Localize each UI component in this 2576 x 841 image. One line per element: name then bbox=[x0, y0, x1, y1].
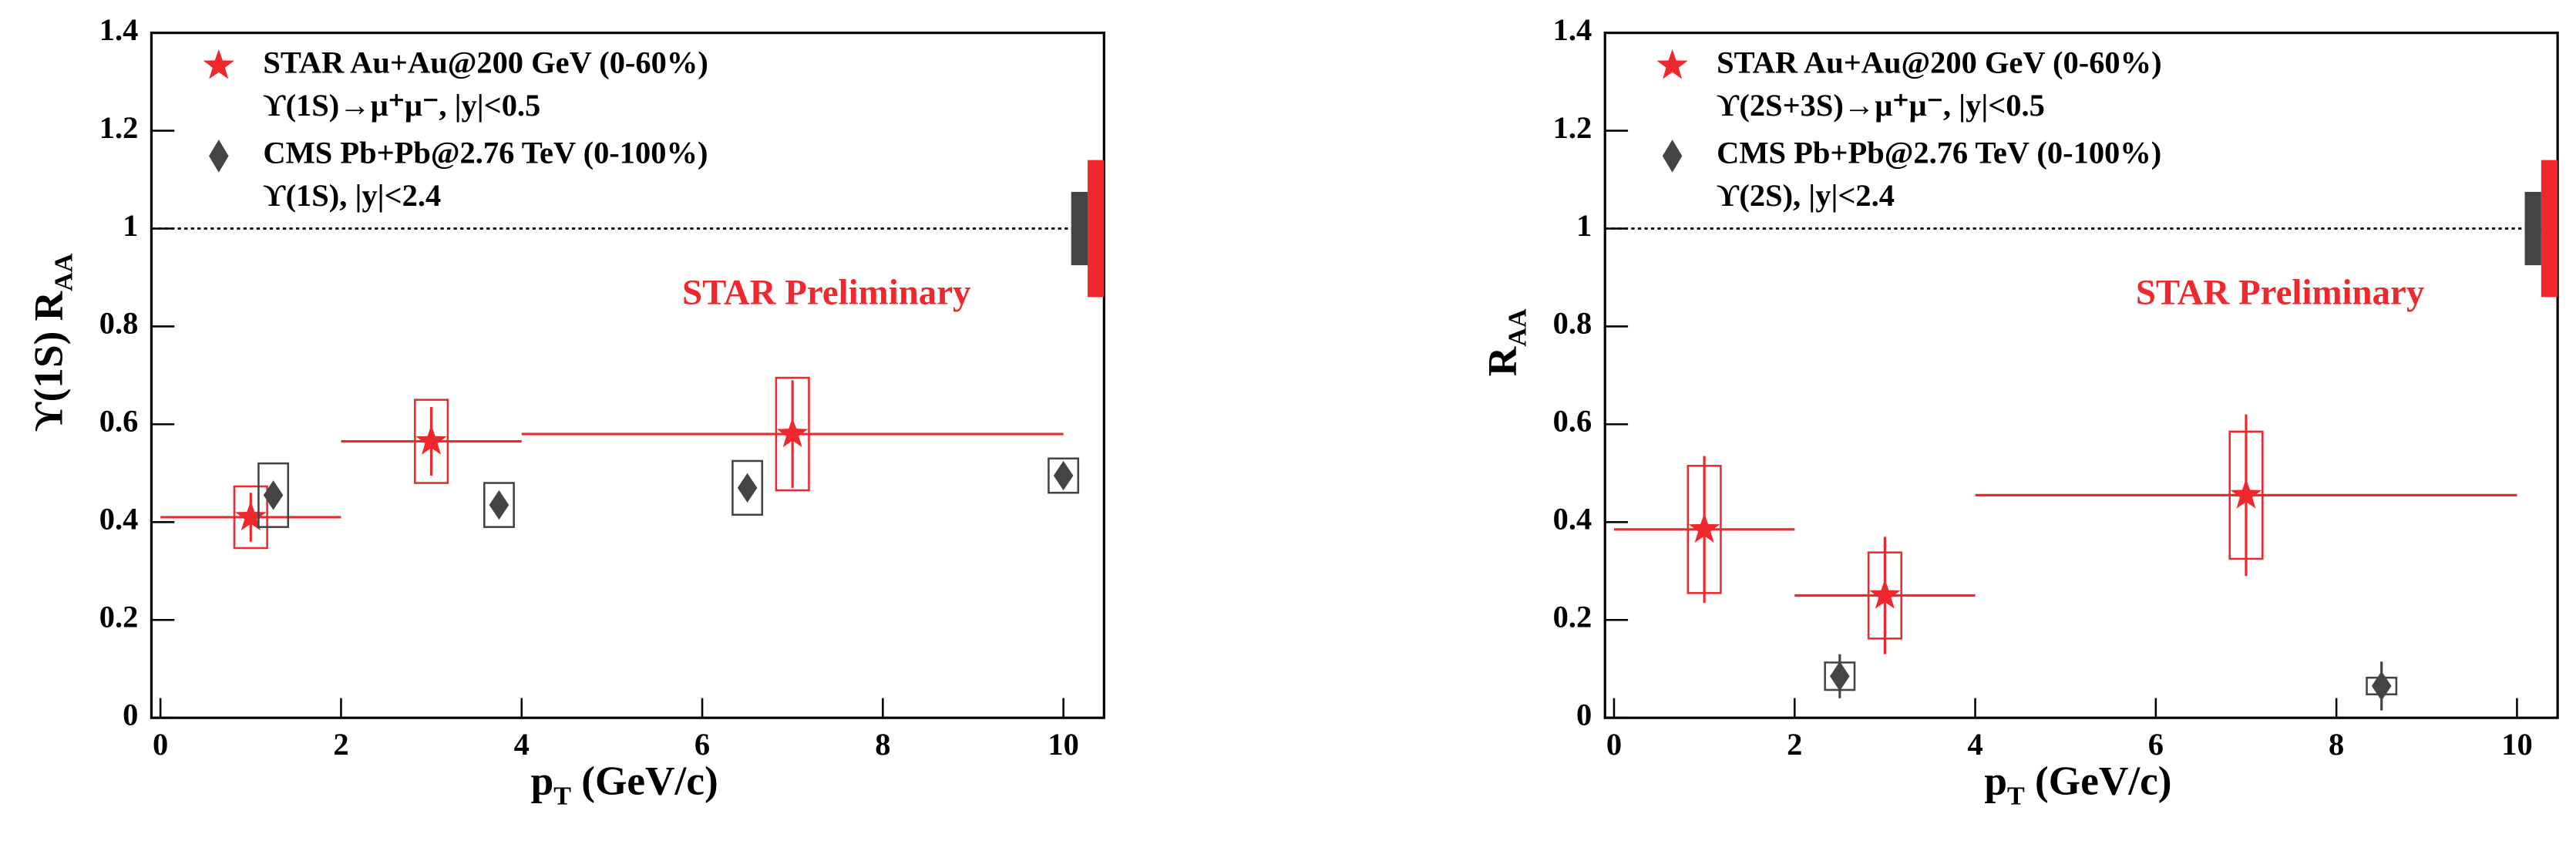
data-point bbox=[1688, 513, 1720, 543]
y-axis-title-main: R bbox=[1480, 346, 1525, 376]
y-axis-title-main: ϒ(1S) R bbox=[26, 291, 72, 432]
data-point bbox=[1869, 579, 1901, 609]
x-tick-label: 2 bbox=[333, 727, 348, 762]
x-tick-label: 8 bbox=[875, 727, 890, 762]
data-point bbox=[1053, 460, 1074, 491]
y-tick-label: 1 bbox=[123, 208, 138, 243]
legend-detail: ϒ(2S), |y|<2.4 bbox=[1717, 178, 1895, 213]
y-tick-label: 1.4 bbox=[99, 12, 139, 47]
x-tick-label: 8 bbox=[2329, 727, 2344, 762]
x-axis-title-unit: (GeV/c) bbox=[571, 759, 718, 804]
x-axis-title: pT (GeV/c) bbox=[1984, 759, 2171, 811]
global-uncertainty bbox=[2541, 160, 2558, 298]
systematic-box bbox=[483, 482, 515, 528]
y-tick-label: 0 bbox=[123, 697, 138, 732]
legend-label: STAR Au+Au@200 GeV (0-60%) bbox=[263, 45, 708, 80]
x-axis-title-main: p bbox=[1984, 759, 2007, 804]
legend-detail: ϒ(1S)→μ⁺μ⁻, |y|<0.5 bbox=[263, 88, 540, 123]
y-axis-title-sub: AA bbox=[1503, 308, 1532, 347]
x-axis-title-unit: (GeV/c) bbox=[2025, 759, 2172, 804]
x-tick-label: 0 bbox=[1606, 727, 1622, 762]
y-tick-label: 0.6 bbox=[99, 404, 139, 439]
y-tick-label: 0.6 bbox=[1553, 404, 1592, 439]
legend-label: CMS Pb+Pb@2.76 TeV (0-100%) bbox=[1717, 136, 2161, 170]
legend-marker bbox=[1662, 140, 1683, 173]
data-point bbox=[415, 425, 447, 455]
data-point bbox=[2371, 671, 2392, 701]
systematic-box bbox=[257, 462, 290, 528]
chart: 0 2 4 6 8 10 0 0.2 0.4 0.6 0.8 1 1.2 1.4 pT (GeV/c) ϒ(1… bbox=[26, 12, 1105, 811]
x-tick-label: 10 bbox=[1048, 727, 1078, 762]
y-tick-label: 0.8 bbox=[1553, 306, 1592, 341]
y-tick-label: 0 bbox=[1576, 697, 1592, 732]
x-tick-label: 4 bbox=[1967, 727, 1982, 762]
plot-frame bbox=[1603, 32, 2559, 719]
x-axis-title-sub: T bbox=[2007, 782, 2025, 810]
legend-detail: ϒ(1S), |y|<2.4 bbox=[263, 178, 441, 213]
annotation: STAR Preliminary bbox=[682, 272, 970, 312]
legend-label: CMS Pb+Pb@2.76 TeV (0-100%) bbox=[263, 136, 708, 170]
legend-detail: ϒ(2S+3S)→μ⁺μ⁻, |y|<0.5 bbox=[1717, 88, 2045, 123]
global-uncertainty bbox=[1088, 160, 1105, 298]
x-axis-title-sub: T bbox=[553, 782, 571, 810]
legend-marker bbox=[209, 140, 229, 173]
y-tick-label: 0.2 bbox=[1553, 600, 1592, 634]
y-tick-label: 0.4 bbox=[1553, 502, 1592, 537]
global-uncertainty bbox=[1071, 191, 1088, 266]
y-tick-label: 0.8 bbox=[99, 306, 139, 341]
chart: 0 2 4 6 8 10 0 0.2 0.4 0.6 0.8 1 1.2 1.4 pT (GeV/c) RAA… bbox=[1480, 12, 2559, 811]
x-tick-label: 0 bbox=[153, 727, 168, 762]
data-point bbox=[235, 500, 267, 531]
annotation: STAR Preliminary bbox=[2136, 272, 2424, 312]
data-point bbox=[263, 480, 284, 510]
x-axis-title-main: p bbox=[531, 759, 554, 804]
y-tick-label: 1.2 bbox=[99, 110, 139, 145]
x-tick-label: 4 bbox=[514, 727, 530, 762]
y-axis-title: ϒ(1S) RAA bbox=[26, 253, 79, 432]
x-tick-label: 10 bbox=[2501, 727, 2532, 762]
data-point bbox=[489, 489, 509, 520]
y-tick-label: 0.4 bbox=[99, 502, 139, 537]
systematic-box bbox=[1048, 457, 1080, 494]
data-point bbox=[1830, 661, 1850, 691]
plot-frame bbox=[150, 32, 1105, 719]
legend-label: STAR Au+Au@200 GeV (0-60%) bbox=[1717, 45, 2161, 80]
y-axis-title-sub: AA bbox=[49, 253, 78, 291]
y-tick-label: 0.2 bbox=[99, 600, 139, 634]
y-tick-label: 1.2 bbox=[1553, 110, 1592, 145]
global-uncertainty bbox=[2524, 191, 2541, 266]
data-point bbox=[737, 473, 758, 503]
x-tick-label: 2 bbox=[1787, 727, 1802, 762]
y-tick-label: 1 bbox=[1576, 208, 1592, 243]
legend-marker bbox=[1656, 49, 1688, 79]
legend-marker bbox=[203, 49, 235, 79]
systematic-box bbox=[731, 459, 764, 516]
data-point bbox=[2230, 479, 2262, 509]
x-tick-label: 6 bbox=[2148, 727, 2164, 762]
y-tick-label: 1.4 bbox=[1553, 12, 1592, 47]
y-axis-title: RAA bbox=[1480, 308, 1532, 376]
x-axis-title: pT (GeV/c) bbox=[531, 759, 718, 811]
data-point bbox=[776, 417, 809, 448]
x-tick-label: 6 bbox=[694, 727, 710, 762]
